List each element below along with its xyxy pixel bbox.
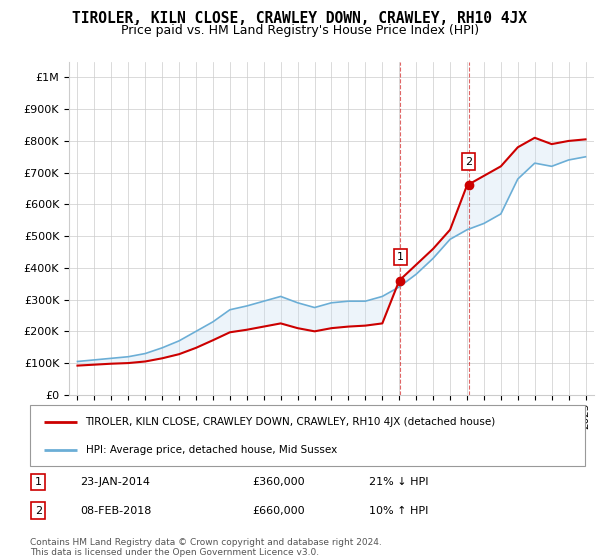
Text: 2: 2 bbox=[465, 157, 472, 166]
Text: £360,000: £360,000 bbox=[252, 477, 305, 487]
Text: Price paid vs. HM Land Registry's House Price Index (HPI): Price paid vs. HM Land Registry's House … bbox=[121, 24, 479, 36]
Text: Contains HM Land Registry data © Crown copyright and database right 2024.
This d: Contains HM Land Registry data © Crown c… bbox=[30, 538, 382, 557]
Text: 23-JAN-2014: 23-JAN-2014 bbox=[80, 477, 150, 487]
Text: 08-FEB-2018: 08-FEB-2018 bbox=[80, 506, 151, 516]
Text: 10% ↑ HPI: 10% ↑ HPI bbox=[368, 506, 428, 516]
Text: £660,000: £660,000 bbox=[252, 506, 305, 516]
Text: TIROLER, KILN CLOSE, CRAWLEY DOWN, CRAWLEY, RH10 4JX: TIROLER, KILN CLOSE, CRAWLEY DOWN, CRAWL… bbox=[73, 11, 527, 26]
Text: 21% ↓ HPI: 21% ↓ HPI bbox=[368, 477, 428, 487]
Text: TIROLER, KILN CLOSE, CRAWLEY DOWN, CRAWLEY, RH10 4JX (detached house): TIROLER, KILN CLOSE, CRAWLEY DOWN, CRAWL… bbox=[86, 417, 496, 427]
Text: 1: 1 bbox=[35, 477, 42, 487]
FancyBboxPatch shape bbox=[30, 405, 585, 466]
Text: HPI: Average price, detached house, Mid Sussex: HPI: Average price, detached house, Mid … bbox=[86, 445, 337, 455]
Text: 1: 1 bbox=[397, 252, 404, 262]
Text: 2: 2 bbox=[35, 506, 42, 516]
